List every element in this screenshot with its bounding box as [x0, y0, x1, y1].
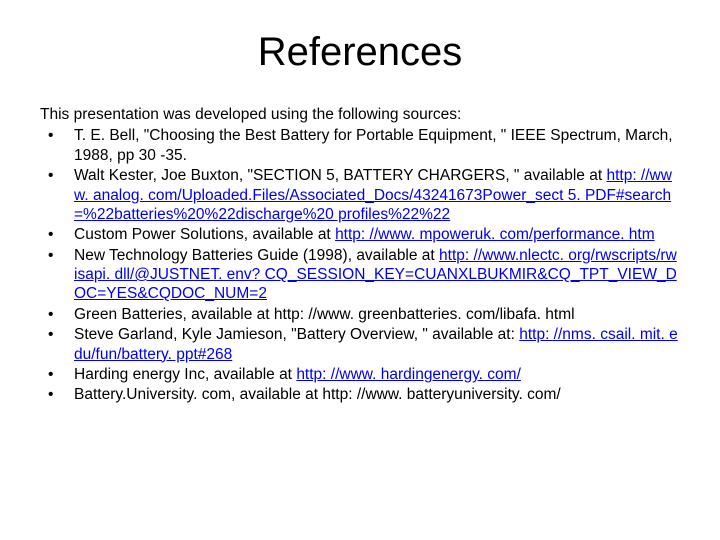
list-item: Custom Power Solutions, available at htt…: [40, 225, 680, 244]
reference-prefix: Harding energy Inc, available at: [74, 366, 296, 383]
list-item: Harding energy Inc, available at http: /…: [40, 365, 680, 384]
list-item: Green Batteries, available at http: //ww…: [40, 305, 680, 324]
reference-prefix: Steve Garland, Kyle Jamieson, "Battery O…: [74, 326, 519, 343]
references-list: T. E. Bell, "Choosing the Best Battery f…: [40, 126, 680, 404]
reference-prefix: Custom Power Solutions, available at: [74, 226, 335, 243]
reference-link[interactable]: http: //www. mpoweruk. com/performance. …: [335, 226, 655, 243]
list-item: Steve Garland, Kyle Jamieson, "Battery O…: [40, 325, 680, 364]
reference-text: Green Batteries, available at http: //ww…: [74, 306, 575, 323]
reference-prefix: Walt Kester, Joe Buxton, "SECTION 5, BAT…: [74, 167, 606, 184]
reference-text: Battery.University. com, available at ht…: [74, 386, 561, 403]
list-item: Battery.University. com, available at ht…: [40, 385, 680, 404]
list-item: Walt Kester, Joe Buxton, "SECTION 5, BAT…: [40, 166, 680, 224]
slide: References This presentation was develop…: [0, 0, 720, 540]
intro-text: This presentation was developed using th…: [40, 105, 680, 124]
reference-link[interactable]: http: //www. hardingenergy. com/: [296, 366, 521, 383]
list-item: T. E. Bell, "Choosing the Best Battery f…: [40, 126, 680, 165]
reference-prefix: New Technology Batteries Guide (1998), a…: [74, 247, 439, 264]
reference-text: T. E. Bell, "Choosing the Best Battery f…: [74, 127, 673, 163]
list-item: New Technology Batteries Guide (1998), a…: [40, 246, 680, 304]
slide-title: References: [40, 30, 680, 75]
